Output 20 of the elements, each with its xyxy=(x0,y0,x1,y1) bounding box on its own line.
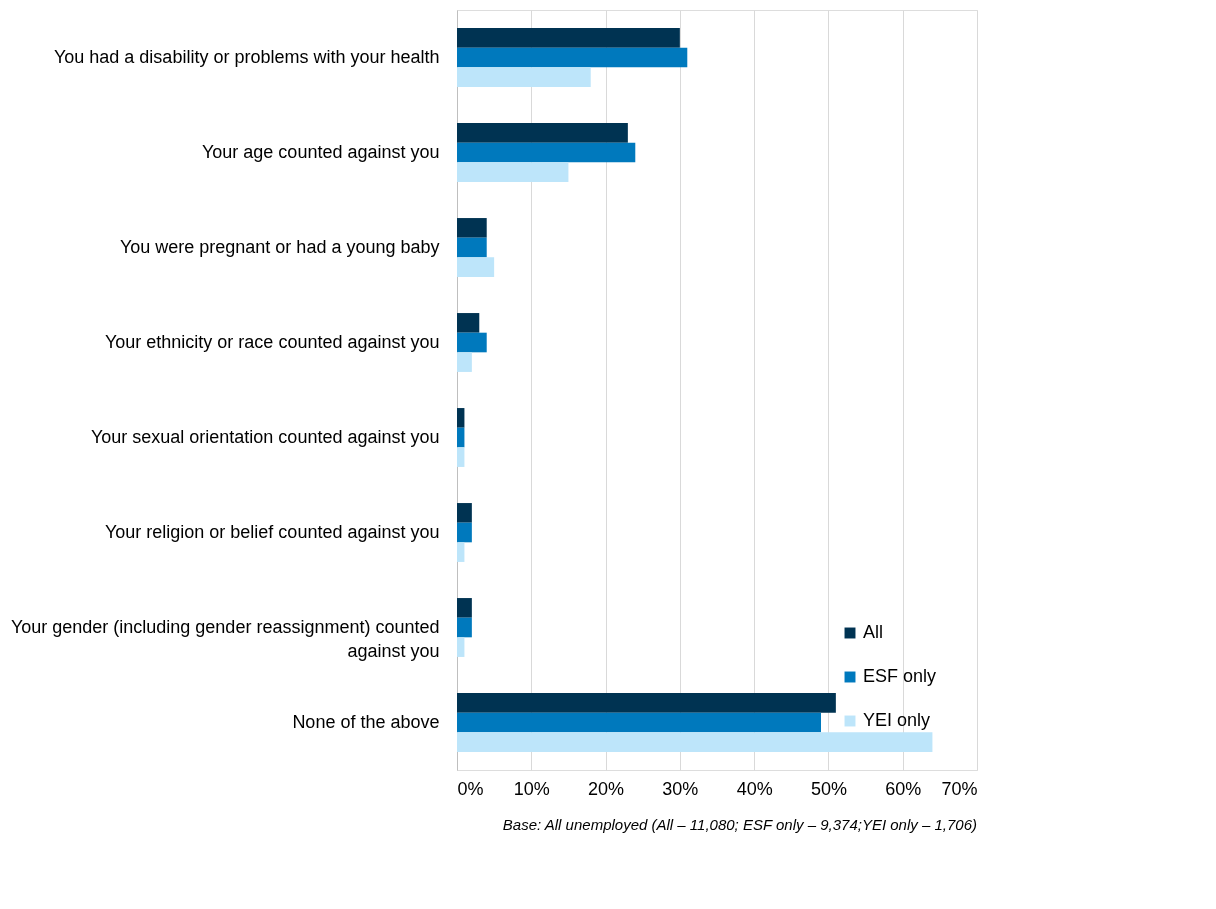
y-tick-label: You were pregnant or had a young baby xyxy=(119,236,440,257)
text: Base: All unemployed (All – 11,080; ESF only – 9,374;YEI only – 1,706) xyxy=(502,816,977,833)
x-tick-label: 30% xyxy=(662,778,699,799)
legend-label: ESF only xyxy=(863,666,937,686)
y-tick-label: None of the above xyxy=(292,711,440,732)
x-tick-label: 20% xyxy=(588,778,625,799)
legend-label: All xyxy=(863,622,884,642)
y-tick-label: Your gender (including gender reassignment) counted against you xyxy=(10,616,440,661)
x-tick-label: 70% xyxy=(941,778,978,799)
x-tick-label: 50% xyxy=(810,778,847,799)
x-tick-label: 40% xyxy=(736,778,773,799)
legend-label: YEI only xyxy=(863,710,931,730)
y-tick-label: Your sexual orientation counted against you xyxy=(90,426,440,447)
x-tick-label: 10% xyxy=(513,778,550,799)
x-tick-label: 0% xyxy=(457,778,484,799)
y-tick-label: Your religion or belief counted against you xyxy=(104,521,440,542)
y-tick-label: Your age counted against you xyxy=(201,141,440,162)
y-tick-label: You had a disability or problems with your health xyxy=(53,46,440,67)
x-tick-label: 60% xyxy=(885,778,922,799)
y-tick-label: Your ethnicity or race counted against you xyxy=(104,331,440,352)
